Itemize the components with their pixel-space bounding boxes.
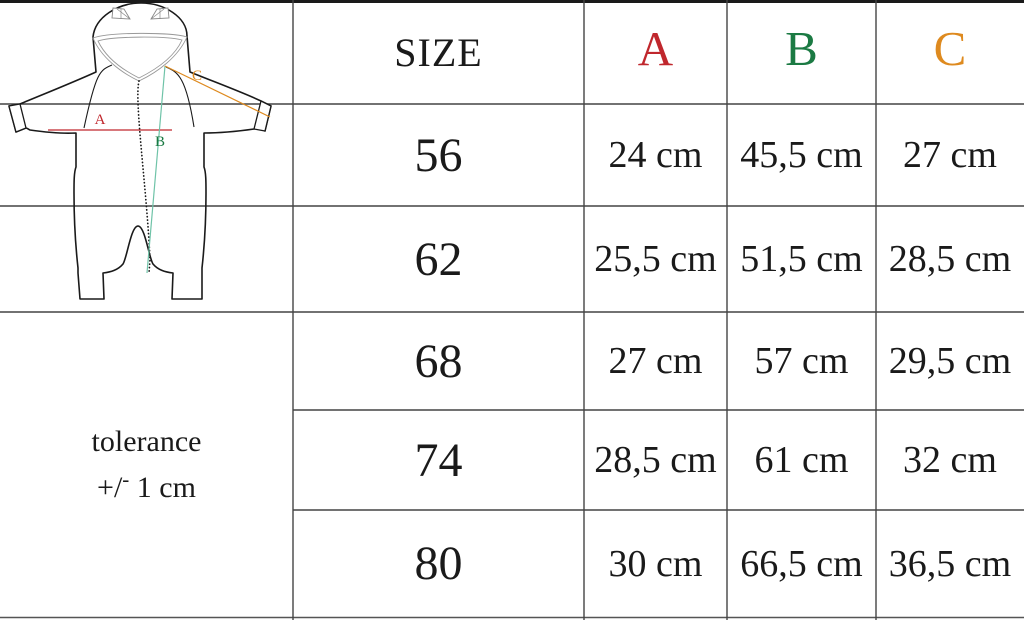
svg-text:C: C <box>192 68 202 84</box>
svg-text:B: B <box>155 134 165 150</box>
svg-text:A: A <box>95 112 106 128</box>
